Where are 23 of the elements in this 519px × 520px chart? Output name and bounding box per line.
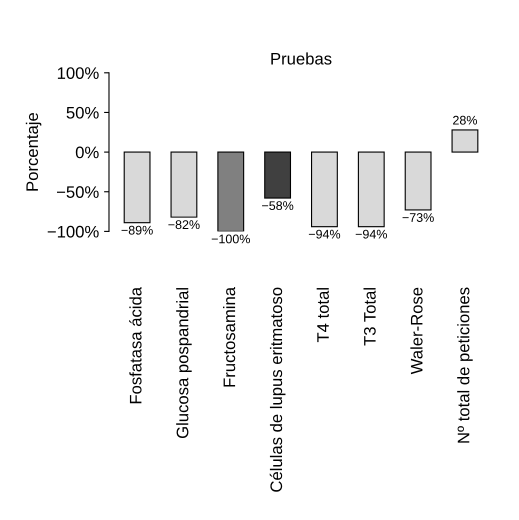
data-label: −94%: [356, 230, 387, 239]
x-tick-label: Waler-Rose: [410, 288, 423, 374]
x-tick-label: Células de lupus eritmatoso: [270, 288, 286, 492]
x-tick-label: Fosfatasa ácida: [129, 286, 142, 404]
y-axis-title: Porcentaje: [26, 113, 42, 191]
data-label: −89%: [122, 226, 153, 235]
y-tick-label: −50%: [57, 186, 99, 198]
y-tick-label: 0%: [76, 146, 99, 158]
data-label: −73%: [402, 213, 434, 222]
data-label: 28%: [453, 116, 478, 125]
x-tick-label: Glucosa pospandrial: [176, 288, 192, 438]
x-tick-label: T3 Total: [364, 288, 376, 346]
x-tick-label: Nº total de peticiones: [457, 288, 473, 443]
x-tick-label: Fructosamina: [222, 286, 236, 387]
data-label: −94%: [308, 230, 340, 239]
data-label: −100%: [212, 234, 250, 244]
data-label: −82%: [168, 220, 200, 230]
y-tick-label: −100%: [48, 226, 99, 238]
x-tick-label: T4 total: [316, 288, 329, 342]
y-tick-label: 100%: [58, 67, 99, 80]
data-label: −58%: [262, 201, 294, 210]
y-tick-label: 50%: [66, 106, 99, 119]
chart-title: Pruebas: [271, 52, 332, 65]
